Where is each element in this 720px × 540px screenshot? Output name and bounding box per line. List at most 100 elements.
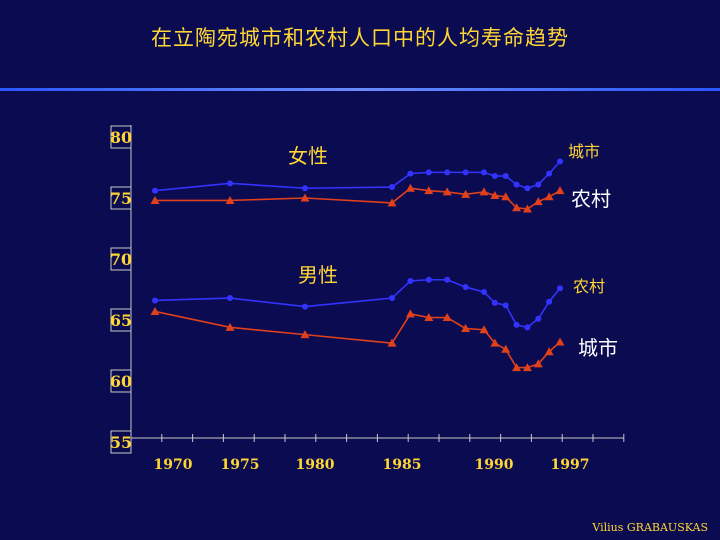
point-female_rural-1989 [461,189,471,198]
author-credit: Vilius GRABAUSKAS [592,521,708,534]
group-label-0: 女性 [288,144,328,168]
point-female_urban-1970 [152,187,158,194]
x-tick-label-1975: 1975 [221,457,260,473]
y-tick-label: 65 [110,311,132,330]
point-male_urban-1992 [501,344,511,353]
x-tick-label-1997: 1997 [551,457,590,473]
series-label-female_urban: 城市 [568,142,600,161]
y-tick-55: 55 [110,430,132,454]
y-tick-label: 70 [110,250,132,269]
series-line-male_urban [154,310,561,369]
point-male_rural-1987 [425,276,432,283]
y-tick-label: 75 [110,189,132,208]
point-male_rural-1980 [302,303,308,310]
y-axis-ticks: 55 60 65 70 75 80 [110,125,132,454]
point-male_urban-1995 [533,359,543,368]
y-tick-label: 55 [110,433,132,452]
slide-title: 在立陶宛城市和农村人口中的人均寿命趋势 [151,26,569,50]
point-female_rural-1986 [405,183,415,192]
x-axis-ticks: 1970 1975 1980 1985 1990 1997 [130,434,625,473]
point-female_urban-1992 [502,173,509,180]
series-line-female_rural [155,187,561,210]
point-female_rural-1994 [522,204,532,213]
y-tick-label: 60 [110,372,132,391]
y-tick-80: 80 [110,125,132,149]
point-female_urban-1990 [481,169,487,176]
series-female_urban [152,158,563,194]
point-male_rural-1994 [524,324,531,331]
point-male_urban-1975 [225,322,235,331]
point-male_urban-1991 [490,338,500,347]
x-tick-label-1985: 1985 [383,457,422,473]
y-tick-label: 80 [110,128,132,147]
point-female_urban-1975 [227,180,233,187]
x-tick-label-1980: 1980 [296,457,335,473]
point-male_rural-1989 [462,284,469,291]
y-tick-75: 75 [110,186,132,210]
point-female_rural-1987 [424,186,434,195]
point-male_urban-1997 [555,337,565,346]
point-female_urban-1993 [513,181,520,188]
title-divider [0,88,720,91]
series-male_urban [150,306,565,372]
point-female_urban-1987 [425,169,432,176]
y-tick-box [110,247,132,271]
point-male_urban-1994 [522,363,532,372]
series-male_rural [152,276,563,331]
point-female_urban-1995 [535,181,542,188]
point-female_rural-1970 [150,195,160,204]
point-male_rural-1995 [535,315,542,322]
point-female_rural-1988 [442,187,452,196]
point-female_rural-1996 [544,192,554,201]
point-male_rural-1990 [481,288,487,295]
point-male_urban-1980 [300,330,310,339]
point-female_urban-1988 [444,169,451,176]
series-label-female_rural: 农村 [571,187,611,211]
point-male_rural-1991 [491,299,498,306]
point-male_rural-1997 [557,285,563,292]
x-tick-label-1990: 1990 [475,457,514,473]
point-male_rural-1993 [513,321,520,328]
y-tick-60: 60 [110,369,132,393]
point-female_urban-1994 [524,185,531,192]
point-male_urban-1996 [544,347,554,356]
point-male_urban-1989 [461,324,471,333]
y-tick-65: 65 [110,308,132,332]
y-tick-box [110,186,132,210]
series-female_rural [150,183,565,213]
point-female_urban-1986 [407,170,414,177]
point-female_rural-1985 [387,198,397,207]
point-male_rural-1996 [546,298,553,305]
point-male_rural-1985 [389,295,395,302]
series-line-male_rural [154,278,561,329]
point-male_rural-1970 [152,297,158,304]
y-tick-box [110,308,132,332]
series-layer [150,158,565,372]
point-female_rural-1991 [490,191,500,200]
point-female_urban-1985 [389,184,395,191]
point-female_rural-1997 [555,186,565,195]
series-label-male_rural: 农村 [573,277,605,296]
point-female_urban-1997 [557,158,563,165]
point-female_rural-1992 [501,192,511,201]
point-female_urban-1991 [491,173,498,180]
point-female_rural-1995 [533,197,543,206]
point-male_urban-1988 [442,313,452,322]
group-label-1: 男性 [298,263,338,287]
y-tick-box [110,125,132,149]
point-male_urban-1985 [387,338,397,347]
point-male_urban-1970 [150,306,160,315]
point-male_urban-1987 [424,313,434,322]
series-line-female_urban [154,160,561,192]
point-male_rural-1975 [227,295,233,302]
point-male_urban-1990 [479,325,489,334]
point-male_rural-1986 [407,277,414,284]
point-female_rural-1980 [300,193,310,202]
point-female_urban-1996 [546,170,553,177]
point-male_rural-1992 [502,302,509,309]
point-female_urban-1989 [462,169,469,176]
point-female_urban-1980 [302,185,308,192]
series-label-male_urban: 城市 [578,336,618,360]
